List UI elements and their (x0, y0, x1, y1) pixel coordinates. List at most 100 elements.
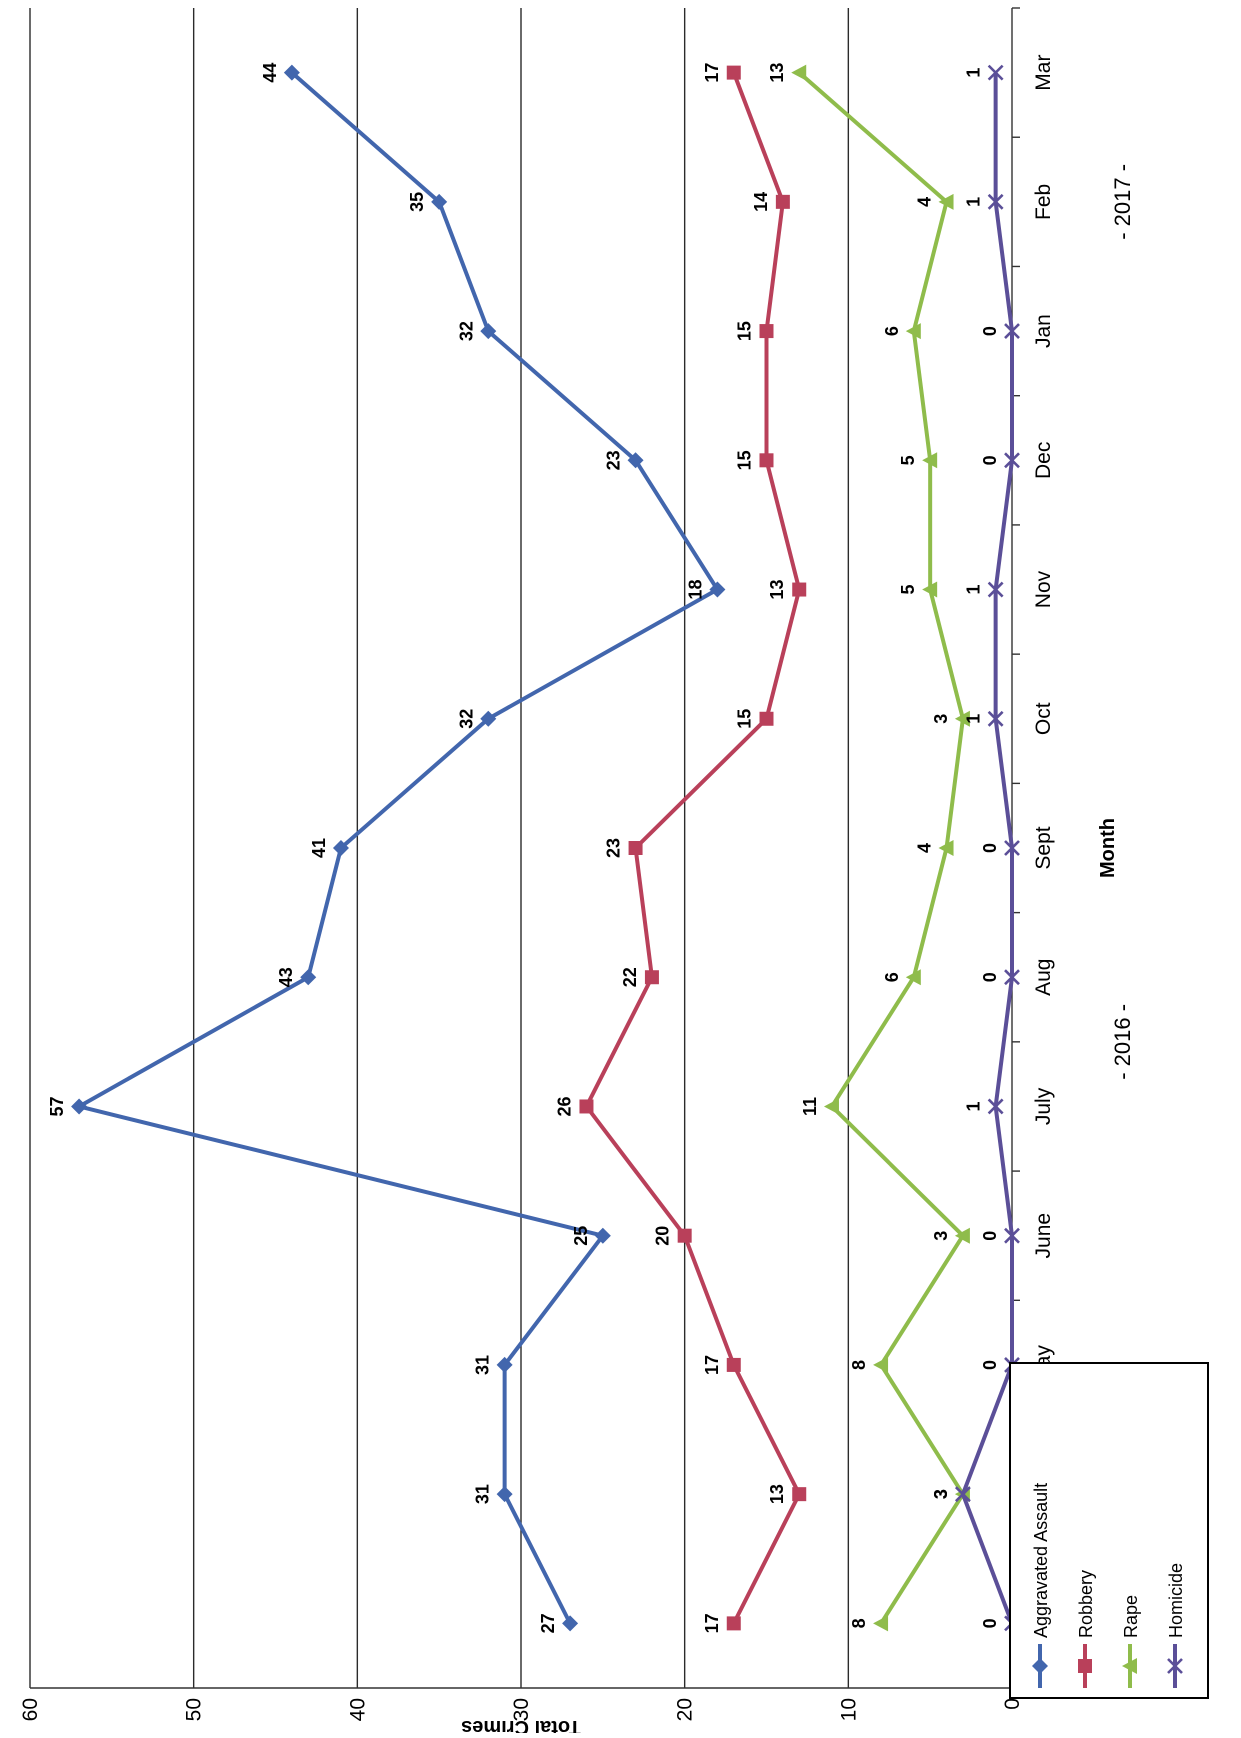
point-rape (938, 840, 954, 856)
x-tick-label: Oct (1032, 702, 1055, 735)
data-label-robbery: 13 (767, 580, 787, 600)
data-label-aggravated-assault: 32 (456, 321, 476, 341)
legend-marker-robbery (1078, 1659, 1092, 1673)
y-tick-label: 40 (346, 1698, 369, 1721)
point-robbery (775, 194, 790, 209)
data-label-robbery: 23 (604, 838, 624, 858)
point-rape (938, 193, 954, 210)
x-tick-label: Feb (1032, 184, 1055, 220)
data-label-homicide: 3 (931, 1489, 951, 1499)
data-label-rape: 6 (882, 972, 902, 982)
point-homicide (987, 710, 1004, 727)
y-tick-label: 0 (1001, 1698, 1024, 1710)
point-aggravated-assault (71, 1098, 88, 1115)
x-tick-label: July (1032, 1087, 1055, 1125)
data-label-robbery: 17 (702, 63, 722, 83)
legend-label-aggravated-assault: Aggravated Assault (1031, 1483, 1051, 1638)
data-label-robbery: 15 (735, 321, 755, 341)
point-homicide (1004, 840, 1020, 856)
data-label-aggravated-assault: 31 (473, 1355, 493, 1375)
point-robbery (759, 324, 774, 339)
data-label-rape: 8 (849, 1618, 869, 1628)
point-homicide (1004, 969, 1020, 986)
point-robbery (677, 1228, 692, 1243)
point-robbery (579, 1099, 594, 1114)
point-rape (905, 323, 921, 340)
data-label-rape: 4 (915, 843, 935, 853)
data-label-robbery: 22 (620, 967, 640, 987)
data-labels: 2731312557434132182332354417131720262223… (47, 63, 1000, 1634)
x-tick-label: Nov (1032, 570, 1055, 608)
x-tick-label: Dec (1032, 442, 1055, 479)
data-label-aggravated-assault: 25 (571, 1226, 591, 1246)
data-label-homicide: 0 (980, 1360, 1000, 1370)
x-axis-title: Month (1097, 818, 1119, 878)
point-aggravated-assault (480, 710, 497, 727)
point-rape (954, 710, 970, 727)
data-label-robbery: 15 (735, 450, 755, 470)
data-label-aggravated-assault: 31 (473, 1484, 493, 1504)
y-tick-label: 50 (183, 1698, 206, 1721)
point-aggravated-assault (300, 969, 317, 986)
x-tick-label: June (1032, 1213, 1055, 1259)
legend-marker-aggravated-assault (1032, 1658, 1048, 1674)
data-label-robbery: 14 (751, 192, 771, 212)
x-tick-label: Jan (1032, 314, 1055, 348)
data-label-homicide: 0 (980, 1231, 1000, 1241)
point-homicide (987, 193, 1004, 210)
data-label-homicide: 1 (964, 585, 984, 595)
legend-label-rape: Rape (1121, 1595, 1141, 1638)
legend-marker-rape (1122, 1658, 1137, 1674)
data-label-rape: 3 (931, 714, 951, 724)
x-tick-label: Aug (1032, 959, 1055, 996)
point-robbery (792, 1487, 807, 1502)
y-axis-title: Total Crimes (461, 1716, 581, 1733)
point-robbery (628, 841, 643, 855)
data-label-aggravated-assault: 44 (260, 63, 280, 83)
point-rape (873, 1615, 889, 1632)
data-label-homicide: 1 (964, 714, 984, 724)
y-tick-label: 60 (19, 1698, 42, 1721)
data-label-robbery: 17 (702, 1613, 722, 1633)
point-rape (905, 969, 921, 986)
legend-marker-homicide (1167, 1658, 1183, 1674)
point-rape (954, 1227, 970, 1244)
data-label-robbery: 20 (653, 1226, 673, 1246)
data-label-aggravated-assault: 41 (309, 838, 329, 858)
point-homicide (987, 1098, 1004, 1115)
data-label-homicide: 0 (980, 843, 1000, 853)
point-homicide (1004, 323, 1020, 339)
x-tick-label: Mar (1032, 55, 1055, 91)
point-rape (823, 1098, 839, 1115)
data-label-rape: 11 (800, 1097, 820, 1116)
data-label-rape: 5 (898, 585, 918, 595)
data-label-homicide: 1 (964, 68, 984, 78)
data-label-robbery: 17 (702, 1355, 722, 1375)
point-aggravated-assault (480, 323, 497, 340)
data-label-aggravated-assault: 27 (538, 1613, 558, 1633)
legend-label-homicide: Homicide (1166, 1563, 1186, 1638)
data-label-aggravated-assault: 18 (685, 580, 705, 600)
legend: Aggravated Assault Robbery Rape Homicide (1009, 1362, 1209, 1699)
y-tick-label: 10 (837, 1698, 860, 1721)
data-label-homicide: 0 (980, 326, 1000, 336)
point-aggravated-assault (709, 581, 726, 598)
data-label-rape: 5 (898, 455, 918, 465)
data-label-robbery: 13 (767, 1484, 787, 1504)
data-label-aggravated-assault: 23 (604, 450, 624, 470)
data-label-rape: 4 (915, 197, 935, 207)
data-label-robbery: 15 (735, 709, 755, 729)
data-label-rape: 8 (849, 1360, 869, 1370)
point-aggravated-assault (332, 840, 349, 856)
legend-label-robbery: Robbery (1076, 1570, 1096, 1638)
data-label-robbery: 26 (554, 1096, 574, 1116)
year-label: - 2016 - (1110, 1004, 1135, 1080)
data-label-homicide: 1 (964, 197, 984, 207)
data-label-rape: 3 (931, 1231, 951, 1241)
data-label-homicide: 1 (964, 1101, 984, 1111)
y-tick-label: 30 (510, 1698, 533, 1721)
legend-box (1009, 1362, 1209, 1699)
